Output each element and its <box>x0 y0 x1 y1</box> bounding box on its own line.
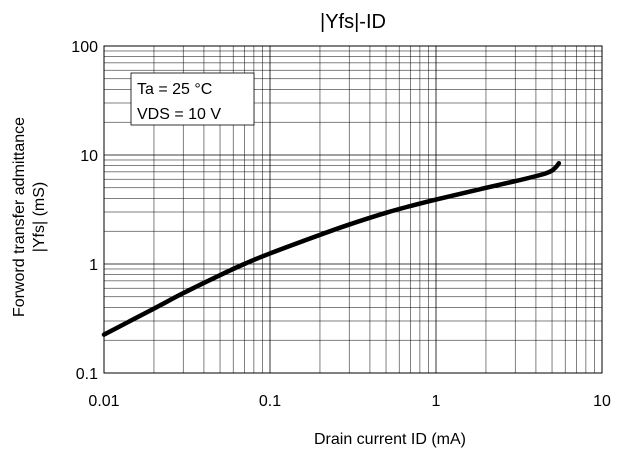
series-line <box>101 161 562 337</box>
x-axis-ticks: 0.01 0.1 1 10 <box>88 393 611 410</box>
plot-frame <box>103 45 603 374</box>
x-tick-label: 0.01 <box>88 393 119 410</box>
y-axis-ticks: 0.1 1 10 100 <box>71 39 98 383</box>
annotation-vds: VDS = 10 V <box>137 106 221 123</box>
y-axis-label-line2: |Yfs| (mS) <box>31 182 48 253</box>
annotation-ta: Ta = 25 °C <box>137 81 212 98</box>
x-tick-label: 10 <box>593 393 611 410</box>
x-tick-label: 0.1 <box>259 393 281 410</box>
y-tick-label: 10 <box>80 148 98 165</box>
x-tick-label: 1 <box>432 393 441 410</box>
y-axis-label-line1: Forword transfer admittance <box>11 117 28 317</box>
y-tick-label: 1 <box>89 257 98 274</box>
annotation-box <box>130 72 255 126</box>
y-tick-label: 100 <box>71 39 98 56</box>
series-layer <box>101 161 562 337</box>
x-axis-label: Drain current ID (mA) <box>314 431 466 448</box>
legend-box: Ta = 25 °C VDS = 10 V <box>130 72 255 126</box>
y-tick-label: 0.1 <box>76 366 98 383</box>
y-axis-label-group: Forword transfer admittance |Yfs| (mS) <box>11 117 48 317</box>
chart-title: |Yfs|-ID <box>320 11 386 33</box>
